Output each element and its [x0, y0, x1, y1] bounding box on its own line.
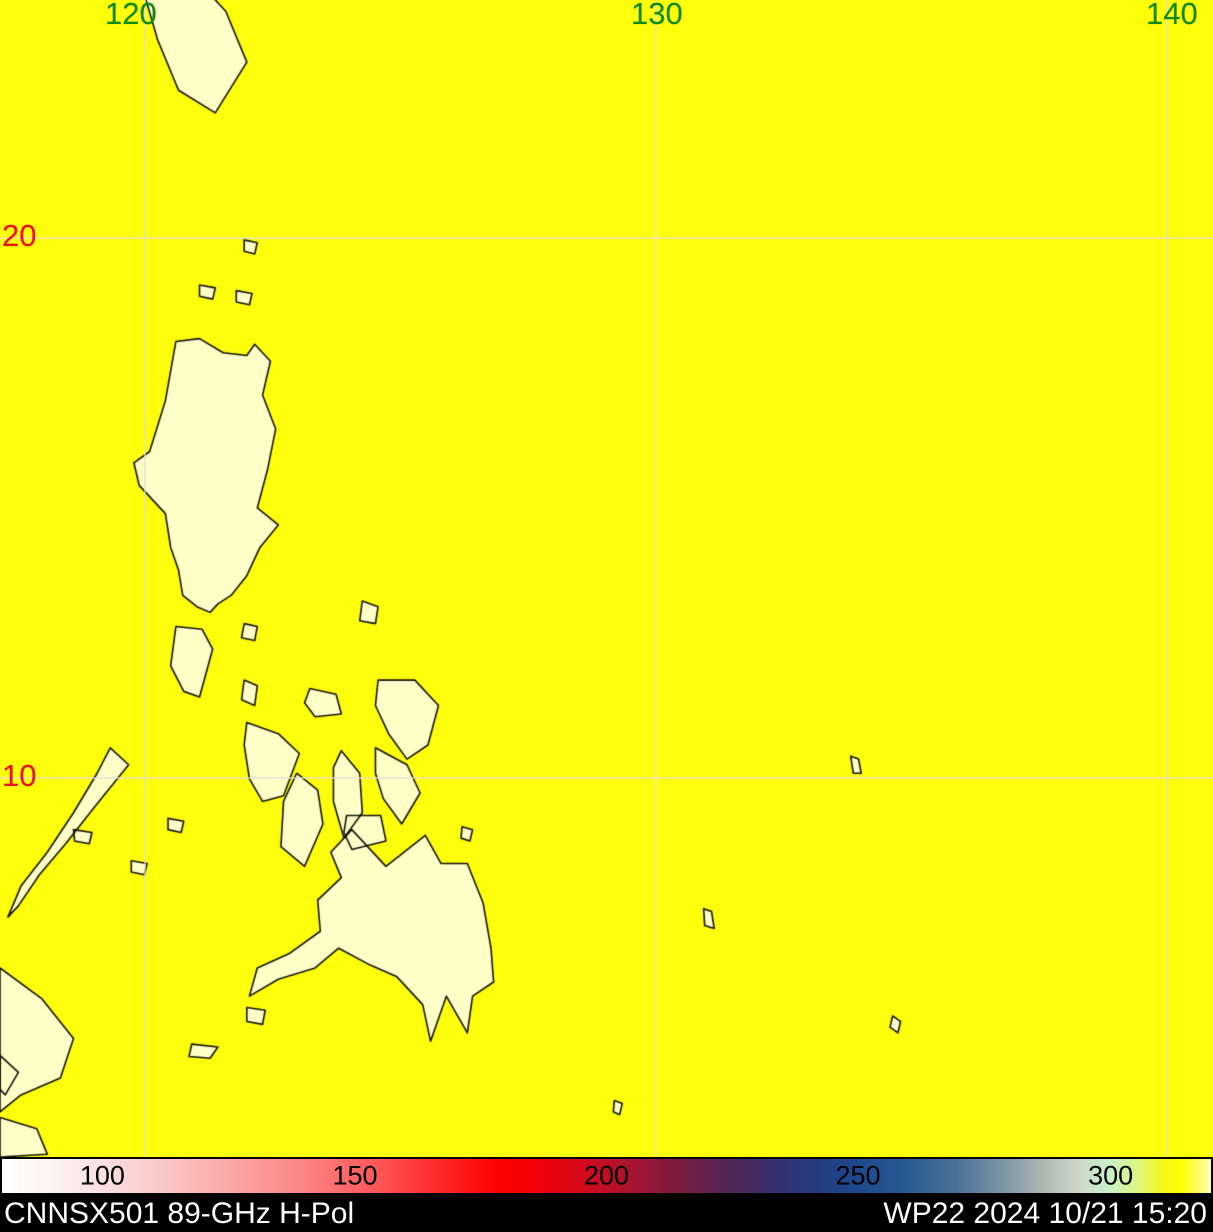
colorbar-tick-150: 150	[332, 1160, 378, 1191]
lat-label-10: 10	[2, 758, 37, 793]
colorbar-gradient[interactable]: 100 150 200 250 300	[2, 1159, 1211, 1193]
sensor-channel-label: CNNSX501 89-GHz H-Pol	[4, 1197, 355, 1230]
colorbar-tick-100: 100	[79, 1160, 125, 1191]
lat-label-20: 20	[2, 218, 37, 253]
colorbar-tick-250: 250	[835, 1160, 881, 1191]
footer-bar: CNNSX501 89-GHz H-Pol WP22 2024 10/21 15…	[0, 1196, 1213, 1232]
storm-timestamp-label: WP22 2024 10/21 15:20	[883, 1197, 1207, 1230]
colorbar-tick-200: 200	[583, 1160, 630, 1191]
lon-label-140: 140	[1146, 0, 1198, 31]
lon-label-120: 120	[105, 0, 157, 31]
colorbar-container: 100 150 200 250 300	[0, 1157, 1213, 1196]
lon-label-130: 130	[631, 0, 683, 31]
colorbar-tick-300: 300	[1088, 1160, 1134, 1191]
brightness-temperature-raster	[0, 0, 1213, 1157]
satellite-map-area[interactable]: 120 130 140 20 10	[0, 0, 1213, 1157]
